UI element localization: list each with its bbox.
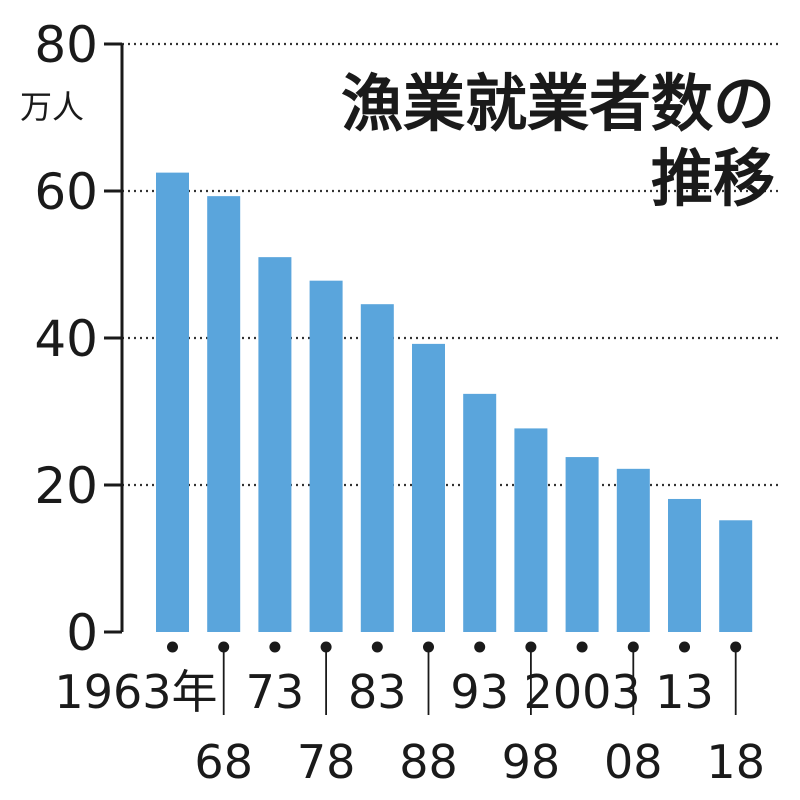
- bars: [156, 172, 753, 632]
- x-tick-dot: [679, 641, 690, 653]
- x-tick-dot: [269, 641, 281, 653]
- y-tick-label: 40: [34, 310, 98, 368]
- x-tick-dot: [474, 641, 486, 653]
- x-tick-dot: [627, 641, 639, 653]
- y-tick-label: 20: [34, 457, 98, 515]
- x-tick-label: 1963年: [54, 665, 217, 719]
- y-tick-labels: 0 20 40 60 80: [34, 16, 98, 662]
- x-tick-dot: [371, 641, 383, 653]
- bar: [616, 468, 650, 632]
- bar: [360, 304, 394, 632]
- bar: [514, 428, 548, 632]
- bar: [156, 172, 189, 632]
- y-tick-label: 0: [66, 604, 98, 662]
- bar: [668, 498, 701, 632]
- x-markers: [167, 641, 742, 715]
- x-tick-label: 08: [604, 735, 663, 789]
- x-tick-dot: [320, 641, 332, 653]
- x-tick-dot: [730, 641, 742, 653]
- y-tick-label: 80: [34, 16, 98, 74]
- chart-title-line-1: 漁業就業者数の: [341, 67, 775, 140]
- bar: [258, 257, 292, 632]
- x-tick-dot: [525, 641, 537, 653]
- x-tick-label: 83: [348, 665, 407, 719]
- x-labels: 1963年 68 73 78 83 88 93 98 2003 08 13 18: [54, 665, 765, 789]
- x-tick-label: 2003: [524, 665, 641, 719]
- x-tick-label: 93: [450, 665, 509, 719]
- bar: [412, 343, 445, 632]
- bar: [719, 520, 753, 632]
- x-tick-dot: [423, 641, 434, 653]
- bar: [207, 196, 241, 632]
- bar: [309, 280, 343, 632]
- bar: [565, 457, 599, 632]
- bar: [463, 393, 497, 632]
- x-tick-label: 13: [655, 665, 714, 719]
- x-tick-dot: [167, 641, 178, 653]
- x-tick-dot: [576, 641, 588, 653]
- x-tick-label: 73: [246, 665, 305, 719]
- chart-title-line-2: 推移: [651, 142, 775, 215]
- x-tick-label: 98: [502, 735, 561, 789]
- x-tick-label: 18: [706, 735, 765, 789]
- x-tick-label: 78: [297, 735, 356, 789]
- x-tick-dot: [218, 641, 230, 653]
- y-axis: [104, 42, 124, 634]
- x-tick-label: 68: [194, 735, 253, 789]
- x-tick-label: 88: [399, 735, 458, 789]
- y-unit-label: 万人: [20, 88, 84, 126]
- y-tick-label: 60: [34, 163, 98, 221]
